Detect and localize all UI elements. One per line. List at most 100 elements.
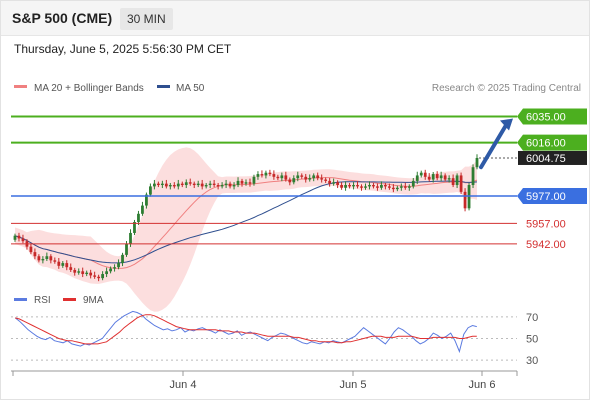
candle <box>272 170 276 180</box>
candle-body <box>360 186 363 188</box>
candle <box>220 182 224 189</box>
level-tag <box>517 187 587 204</box>
candle <box>29 243 33 255</box>
candle <box>463 188 467 212</box>
candle-body <box>168 185 172 187</box>
candle <box>152 179 156 190</box>
candle <box>105 267 108 278</box>
candle <box>447 175 451 183</box>
candle-body <box>125 243 128 255</box>
candle-body <box>232 185 236 187</box>
candle-body <box>212 183 216 186</box>
level-label: 5942.00 <box>526 239 566 251</box>
candle-body <box>113 267 116 269</box>
candle <box>168 182 172 190</box>
candle <box>200 179 204 190</box>
candle-body <box>276 176 280 179</box>
last-price-label: 6004.75 <box>526 153 566 165</box>
candle-body <box>407 186 411 188</box>
level-label: 6035.00 <box>526 112 566 124</box>
candle-body <box>37 256 41 261</box>
candle <box>264 170 268 179</box>
candle <box>49 254 53 264</box>
price-plot <box>13 147 479 312</box>
timeframe-button[interactable]: 30 MIN <box>120 8 173 30</box>
candle-body <box>463 191 467 209</box>
candle <box>443 173 447 182</box>
candle <box>419 170 423 178</box>
ma50-line <box>14 180 478 264</box>
candle <box>356 181 359 189</box>
candle-body <box>192 183 196 186</box>
rsi-legend-label: RSI <box>34 295 51 306</box>
candle <box>376 183 379 191</box>
candle-body <box>216 185 220 187</box>
x-axis: Jun 4 Jun 5 Jun 6 <box>12 371 518 391</box>
candle-body <box>419 172 423 176</box>
candle-body <box>256 174 260 177</box>
candle-body <box>447 178 451 180</box>
rsi-legend-swatch <box>14 298 27 301</box>
candle <box>407 184 411 191</box>
candle <box>332 178 336 186</box>
candle-body <box>356 185 359 187</box>
candle-body <box>459 175 463 192</box>
candle <box>133 219 136 236</box>
candle-body <box>443 175 447 180</box>
candle <box>296 171 300 182</box>
candle <box>300 173 304 179</box>
candle <box>216 182 220 190</box>
candle-body <box>208 183 212 186</box>
candle-body <box>304 176 308 180</box>
candle-body <box>117 263 120 268</box>
candle <box>368 181 371 190</box>
candle-body <box>431 174 435 180</box>
candle <box>336 180 340 189</box>
candle <box>101 271 105 281</box>
candle-body <box>372 185 375 187</box>
candle <box>348 182 351 189</box>
candle-body <box>17 235 21 239</box>
candle <box>292 175 296 185</box>
candle <box>224 179 228 189</box>
candle-body <box>164 183 168 187</box>
candle-body <box>248 182 252 184</box>
candle-body <box>260 174 264 176</box>
candle-body <box>340 185 343 188</box>
candle <box>37 254 41 263</box>
rsi-ma-legend-swatch <box>63 298 76 301</box>
candle-body <box>33 252 37 257</box>
candle-body <box>89 272 93 276</box>
candle <box>184 179 188 189</box>
candle-body <box>296 175 300 179</box>
level-tag <box>517 108 587 125</box>
candle-body <box>403 186 407 188</box>
candle <box>324 177 328 183</box>
candle-body <box>439 175 443 179</box>
ma20-legend-label: MA 20 + Bollinger Bands <box>34 83 144 94</box>
ma50-legend-label: MA 50 <box>176 83 205 94</box>
candle <box>280 172 284 182</box>
candle <box>164 179 168 189</box>
candle-body <box>387 186 391 188</box>
candle <box>312 173 316 182</box>
candle <box>471 164 475 189</box>
rsi-tick-label: 50 <box>526 334 538 346</box>
candle <box>93 271 97 279</box>
candle-body <box>109 268 112 272</box>
candle <box>320 174 324 183</box>
candle-body <box>320 178 324 180</box>
candle <box>228 181 232 189</box>
candle-body <box>268 172 272 175</box>
candle <box>192 181 196 189</box>
x-tick-label: Jun 5 <box>340 379 367 391</box>
candle-body <box>200 183 204 187</box>
candle <box>372 182 375 189</box>
candle-body <box>133 222 136 233</box>
research-credit: Research © 2025 Trading Central <box>432 83 581 94</box>
candle-body <box>380 185 383 188</box>
candle-body <box>284 175 288 180</box>
candle-body <box>364 186 367 188</box>
candle-body <box>145 194 148 206</box>
candle-body <box>411 180 415 187</box>
